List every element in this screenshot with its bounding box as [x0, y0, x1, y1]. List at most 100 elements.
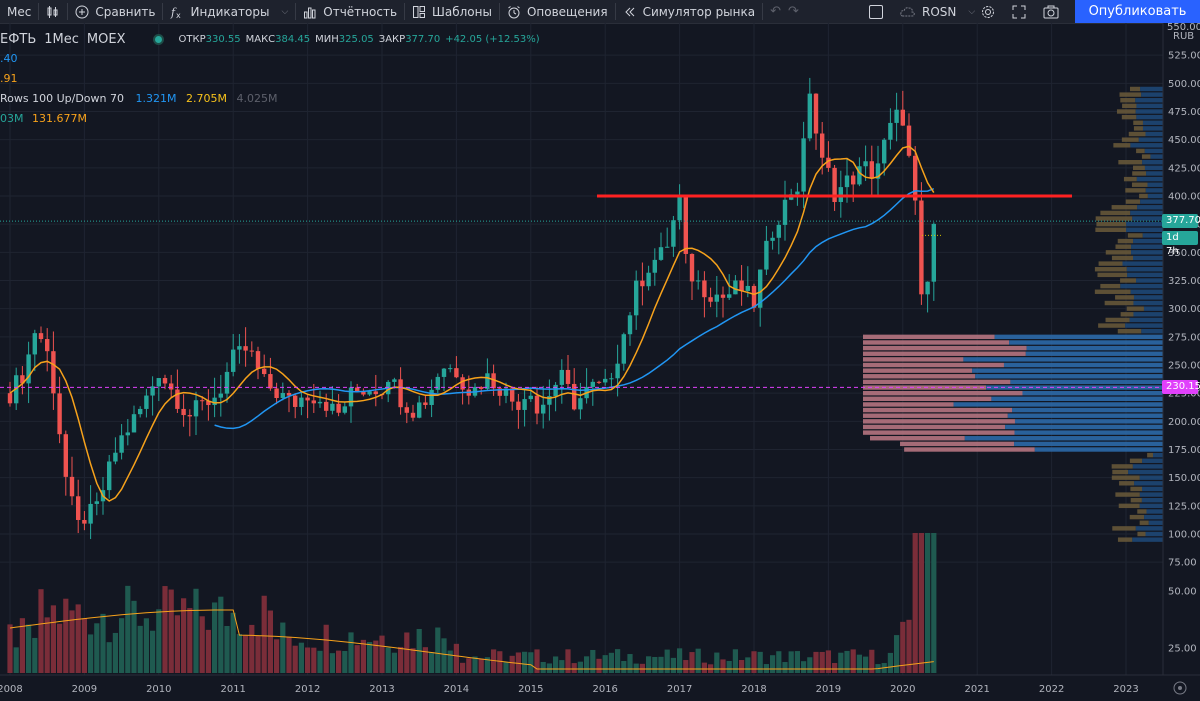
candle-body: [441, 368, 447, 377]
settings-button[interactable]: [974, 0, 1002, 23]
candle-body: [200, 400, 205, 402]
currency-label: RUB: [1173, 31, 1194, 42]
time-tick-label: 2017: [667, 684, 692, 695]
candle-body: [324, 401, 329, 411]
candle-body: [640, 280, 645, 287]
last-price-value: 377.70: [1166, 215, 1200, 226]
alerts-button[interactable]: Оповещения: [500, 0, 615, 23]
profile-row-down: [1111, 205, 1138, 210]
candle-body: [187, 415, 192, 417]
profile-row-down: [1141, 154, 1151, 159]
legend-ma1[interactable]: .40: [0, 52, 18, 65]
volume-bar: [621, 660, 627, 673]
volume-bar: [509, 655, 515, 673]
volume-bar: [491, 649, 497, 673]
profile-row-up: [1142, 126, 1163, 131]
volume-bar: [639, 663, 645, 673]
poc-value: 230.15: [1166, 381, 1200, 392]
profile-row-down: [1129, 86, 1141, 92]
volume-bar: [726, 660, 732, 673]
candle-body: [404, 407, 409, 413]
profile-row-down: [1117, 537, 1133, 542]
profile-row-up: [1140, 86, 1163, 92]
profile-row-up: [1137, 205, 1163, 210]
profile-row-up: [1138, 137, 1163, 142]
candle-body: [342, 406, 347, 413]
volume-bar: [267, 610, 273, 673]
legend-ma2[interactable]: .91: [0, 72, 18, 85]
candle-body: [485, 373, 490, 389]
snapshot-button[interactable]: [1036, 0, 1066, 23]
profile-row-up: [953, 402, 1163, 407]
volume-bar: [695, 648, 701, 673]
time-tick-label: 2011: [220, 684, 245, 695]
volume-bar: [150, 630, 156, 673]
chart-style-button[interactable]: [39, 0, 67, 23]
compare-button[interactable]: Сравнить: [68, 0, 162, 23]
volume-bar: [280, 622, 286, 673]
legend-vp-label: Rows 100 Up/Down 70: [0, 92, 124, 105]
legend-ma1-value: .40: [0, 52, 18, 65]
profile-row-down: [863, 430, 1015, 435]
legend-vp-total: 4.025M: [236, 92, 278, 105]
candle-body: [770, 237, 775, 241]
volume-bar: [633, 663, 639, 673]
undo-button[interactable]: ↶: [763, 0, 788, 23]
profile-row-up: [1142, 486, 1163, 492]
candle-body: [69, 476, 75, 497]
profile-row-up: [1148, 520, 1163, 525]
volume-bar: [838, 652, 844, 673]
volume-bar: [404, 632, 410, 673]
profile-row-down: [1139, 520, 1149, 525]
candle-body: [336, 403, 341, 413]
fullscreen-button[interactable]: [1005, 0, 1033, 23]
volume-bar: [596, 658, 602, 673]
countdown-value: 1d 7h: [1166, 232, 1179, 257]
candle-body: [119, 435, 124, 453]
settings-corner-button[interactable]: [1173, 681, 1187, 695]
templates-button[interactable]: Шаблоны: [405, 0, 499, 23]
profile-row-up: [1131, 244, 1163, 249]
profile-row-up: [1145, 531, 1163, 537]
candle-body: [851, 175, 856, 185]
candle-body: [677, 197, 682, 221]
profile-row-up: [1014, 441, 1163, 447]
candle-body: [63, 434, 68, 477]
profile-row-up: [1012, 407, 1163, 413]
volume-bar: [850, 649, 856, 673]
price-chart[interactable]: 525.00500.00475.00450.00425.00400.00375.…: [0, 23, 1200, 701]
redo-button[interactable]: ↷: [788, 0, 806, 23]
profile-row-down: [1127, 233, 1143, 238]
profile-row-up: [1133, 295, 1163, 300]
volume-bar: [801, 661, 807, 673]
volume-bar: [398, 646, 404, 673]
interval-selector[interactable]: Мес: [0, 0, 38, 23]
price-tick-label: 100.00: [1168, 530, 1200, 541]
publish-label: Опубликовать: [1088, 4, 1187, 19]
countdown-badge: 1d 7h: [1162, 231, 1198, 257]
candle-body: [348, 387, 354, 407]
profile-row-up: [1120, 283, 1163, 289]
profile-row-down: [1126, 306, 1144, 311]
reports-button[interactable]: Отчётность: [296, 0, 404, 23]
volume-bar: [918, 533, 924, 673]
svg-text:f: f: [170, 6, 177, 19]
volume-bar: [32, 637, 38, 673]
fullscreen-layout-button[interactable]: [862, 0, 890, 23]
replay-button[interactable]: Симулятор рынка: [616, 0, 763, 23]
candle-body: [900, 109, 905, 126]
profile-row-down: [870, 436, 965, 441]
replay-label: Симулятор рынка: [642, 4, 756, 19]
profile-row-down: [1129, 458, 1143, 463]
templates-label: Шаблоны: [432, 4, 492, 19]
profile-row-down: [1132, 171, 1147, 176]
legend-volume-profile[interactable]: Rows 100 Up/Down 70 1.321M 2.705M 4.025M: [0, 92, 277, 105]
legend-symbol[interactable]: ЕФТЬ: [0, 31, 37, 47]
legend-change: +42.05 (+12.53%): [445, 33, 540, 45]
symbol-cloud-button[interactable]: ROSN ⌵: [893, 0, 982, 23]
publish-button[interactable]: Опубликовать: [1075, 0, 1200, 23]
volume-bar: [162, 586, 168, 673]
legend-volume[interactable]: 03M 131.677M: [0, 112, 87, 125]
candle-body: [609, 378, 614, 380]
